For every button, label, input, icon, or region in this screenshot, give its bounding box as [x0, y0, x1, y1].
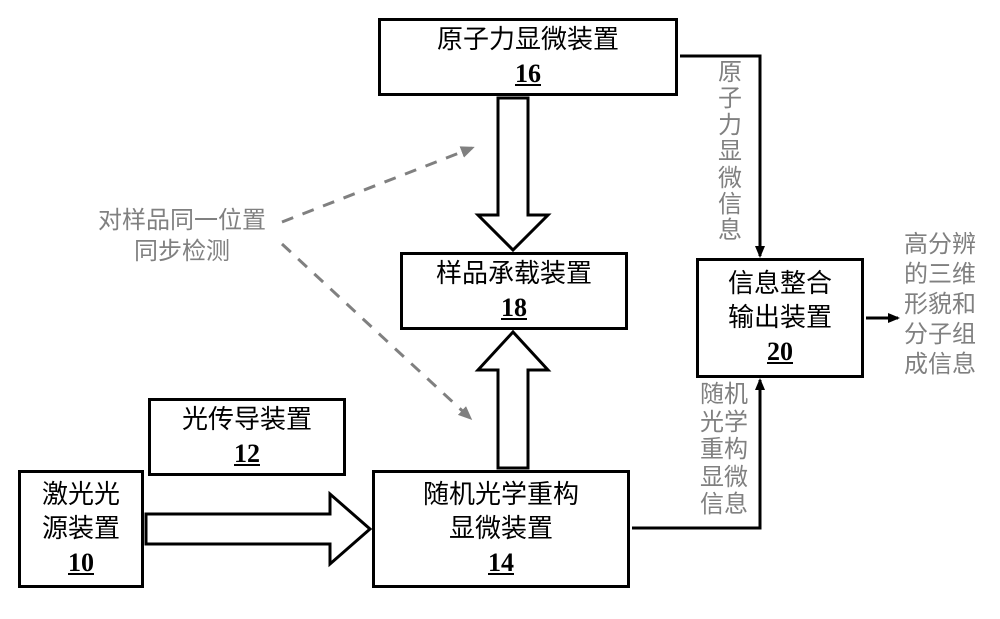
box-integ: 信息整合 输出装置 20	[696, 258, 864, 378]
box-afm-label: 原子力显微装置	[437, 23, 619, 57]
box-conduct: 光传导装置 12	[148, 398, 346, 476]
annot-sync-line1: 对样品同一位置	[98, 206, 266, 237]
annot-sync: 对样品同一位置 同步检测	[98, 206, 266, 268]
box-laser-label1: 激光光	[42, 478, 120, 512]
box-sample-label: 样品承载装置	[436, 257, 592, 291]
box-afm-num: 16	[515, 57, 541, 91]
flowchart-diagram: 原子力显微装置 16 样品承载装置 18 信息整合 输出装置 20 光传导装置 …	[0, 0, 1000, 619]
box-laser-label2: 源装置	[42, 512, 120, 546]
box-afm: 原子力显微装置 16	[378, 18, 678, 96]
box-laser: 激光光 源装置 10	[18, 470, 144, 588]
block-arrow-storm-to-sample	[478, 332, 548, 468]
annot-sync-line2: 同步检测	[98, 237, 266, 268]
box-integ-label1: 信息整合	[728, 267, 832, 301]
box-conduct-label: 光传导装置	[182, 403, 312, 437]
box-sample: 样品承载装置 18	[400, 252, 628, 330]
box-integ-label2: 输出装置	[728, 301, 832, 335]
block-arrow-afm-to-sample	[478, 98, 548, 250]
annot-output: 高分辨 的三维 形貌和 分子组 成信息	[904, 230, 976, 380]
box-storm-num: 14	[488, 546, 514, 580]
box-conduct-num: 12	[234, 437, 260, 471]
box-integ-num: 20	[767, 335, 793, 369]
annot-afm-info: 原 子 力 显 微 信 息	[718, 60, 744, 245]
box-storm-label1: 随机光学重构	[423, 478, 579, 512]
block-arrow-laser-to-storm	[146, 494, 370, 564]
box-storm-label2: 显微装置	[449, 512, 553, 546]
box-sample-num: 18	[501, 291, 527, 325]
dashed-arrow-to-afm-arrow	[282, 148, 472, 222]
annot-storm-info: 随机 光学 重构 显微 信息	[700, 382, 748, 520]
box-storm: 随机光学重构 显微装置 14	[372, 470, 630, 588]
box-laser-num: 10	[68, 546, 94, 580]
